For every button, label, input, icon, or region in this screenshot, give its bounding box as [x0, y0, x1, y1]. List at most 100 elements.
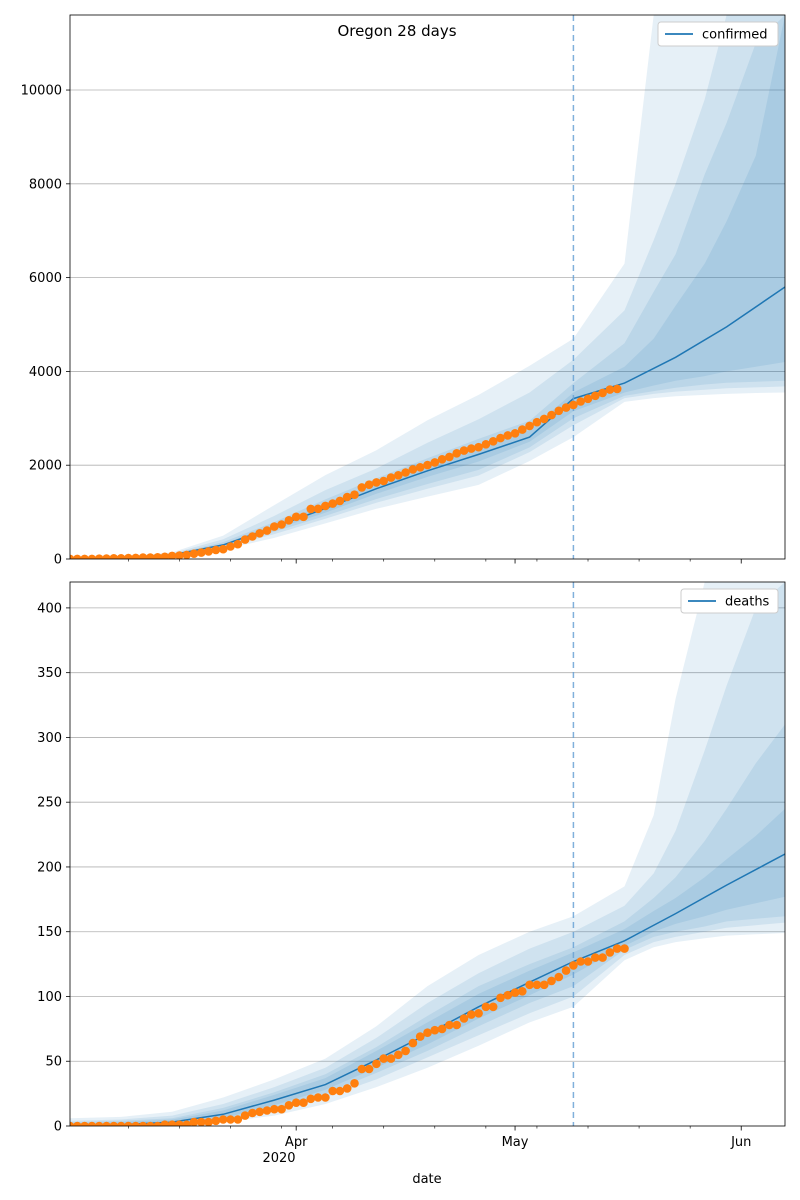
deaths-observed-point [423, 1028, 432, 1037]
confirmed-observed-point [583, 394, 593, 404]
deaths-observed-point [262, 1106, 272, 1115]
deaths-y-tick-label: 300 [37, 731, 62, 746]
deaths-observed-point [291, 1098, 301, 1107]
x-tick-label: Jun [730, 1135, 751, 1150]
confirmed-observed-point [437, 455, 447, 464]
confirmed-observed-point [328, 499, 338, 508]
deaths-observed-point [459, 1014, 469, 1023]
confirmed-observed-point [321, 501, 330, 511]
confirmed-panel: 0 2000 4000 6000 8000 10000 Oregon 28 days co… [21, 14, 786, 568]
deaths-observed-point [364, 1064, 374, 1074]
confirmed-observed-point [284, 516, 294, 525]
deaths-observed-point [532, 980, 542, 990]
confirmed-band-outer [70, 15, 785, 559]
confirmed-observed-point [539, 414, 549, 424]
deaths-observed-point [481, 1002, 491, 1012]
deaths-observed-point [335, 1086, 345, 1096]
x-year-label: 2020 [262, 1151, 295, 1166]
confirmed-y-tick-label: 2000 [29, 459, 62, 474]
deaths-observed-point [394, 1050, 403, 1060]
confirmed-observed-point [240, 535, 250, 544]
confirmed-observed-point [415, 463, 425, 472]
deaths-observed-point [554, 972, 564, 982]
confirmed-observed-point [525, 421, 534, 431]
confirmed-observed-point [233, 539, 243, 549]
confirmed-observed-point [102, 554, 111, 559]
deaths-observed-point [372, 1059, 381, 1069]
deaths-observed-point [547, 976, 556, 986]
confirmed-observed-point [262, 526, 272, 535]
confirmed-observed-point [357, 483, 367, 492]
deaths-observed-point [73, 1121, 82, 1126]
deaths-axes-frame [69, 581, 786, 1127]
confirmed-observed-point [481, 440, 491, 449]
deaths-y-tick-label: 350 [37, 666, 62, 681]
confirmed-observed-point [73, 554, 82, 559]
confirmed-observed-point [401, 468, 410, 477]
confirmed-observed-point [379, 476, 389, 486]
confirmed-observed-point [175, 551, 184, 559]
confirmed-observed-point [372, 478, 381, 487]
confirmed-observed-point [146, 553, 155, 559]
deaths-observed-point [569, 961, 578, 970]
deaths-observed-point [437, 1024, 447, 1034]
confirmed-observed-point [189, 549, 199, 558]
deaths-observed-point [576, 957, 585, 966]
deaths-observed-point [189, 1117, 199, 1126]
confirmed-observed-point [598, 388, 607, 398]
deaths-observed-point [218, 1115, 228, 1124]
deaths-y-tick-label: 0 [54, 1120, 62, 1135]
deaths-y-tick-label: 250 [37, 796, 62, 811]
deaths-observed-point [226, 1115, 235, 1124]
confirmed-observed-point [576, 397, 585, 406]
confirmed-observed-point [94, 554, 104, 559]
deaths-observed-point [445, 1020, 454, 1030]
deaths-observed-point [248, 1108, 257, 1118]
confirmed-legend-box [657, 21, 779, 47]
deaths-observed-points [70, 944, 629, 1126]
confirmed-observed-point [270, 522, 279, 531]
deaths-observed-point [306, 1094, 316, 1104]
deaths-observed-point [415, 1032, 425, 1041]
confirmed-legend-label: confirmed [702, 28, 768, 43]
confirmed-gridlines [70, 89, 785, 466]
confirmed-observed-point [182, 550, 191, 559]
deaths-observed-point [109, 1121, 119, 1126]
deaths-observed-point [583, 957, 593, 966]
deaths-observed-point [379, 1054, 389, 1063]
confirmed-observed-point [218, 544, 228, 554]
deaths-observed-point [357, 1064, 367, 1074]
deaths-observed-point [240, 1111, 250, 1120]
deaths-observed-point [321, 1093, 330, 1102]
confirmed-observed-point [277, 520, 286, 529]
confirmed-observed-point [554, 406, 564, 416]
confirmed-observed-point [394, 471, 403, 480]
confirmed-observed-point [109, 554, 119, 559]
confirmed-observed-point [335, 496, 345, 506]
deaths-y-tick-label: 400 [37, 601, 62, 616]
deaths-observed-point [401, 1046, 410, 1056]
deaths-observed-point [561, 966, 571, 975]
deaths-observed-point [612, 944, 622, 953]
deaths-y-tick-label: 100 [37, 990, 62, 1005]
deaths-observed-point [386, 1054, 396, 1063]
deaths-observed-point [160, 1120, 170, 1126]
confirmed-observed-point [313, 504, 323, 514]
confirmed-observed-point [459, 446, 469, 455]
deaths-observed-point [408, 1038, 418, 1048]
confirmed-observed-point [547, 410, 556, 420]
deaths-band-inner [70, 724, 785, 1126]
confirmed-observed-point [386, 473, 396, 482]
deaths-observed-point [467, 1010, 476, 1019]
confirmed-uncertainty-bands [70, 15, 785, 559]
confirmed-legend: confirmed [657, 21, 779, 47]
deaths-observed-point [204, 1117, 213, 1126]
confirmed-observed-point [131, 553, 140, 559]
confirmed-observed-point [591, 391, 600, 401]
confirmed-axes-frame [69, 14, 786, 560]
deaths-legend: deaths [680, 588, 779, 614]
confirmed-observed-point [116, 554, 126, 559]
deaths-observed-point [138, 1121, 148, 1126]
deaths-observed-point [328, 1086, 338, 1096]
